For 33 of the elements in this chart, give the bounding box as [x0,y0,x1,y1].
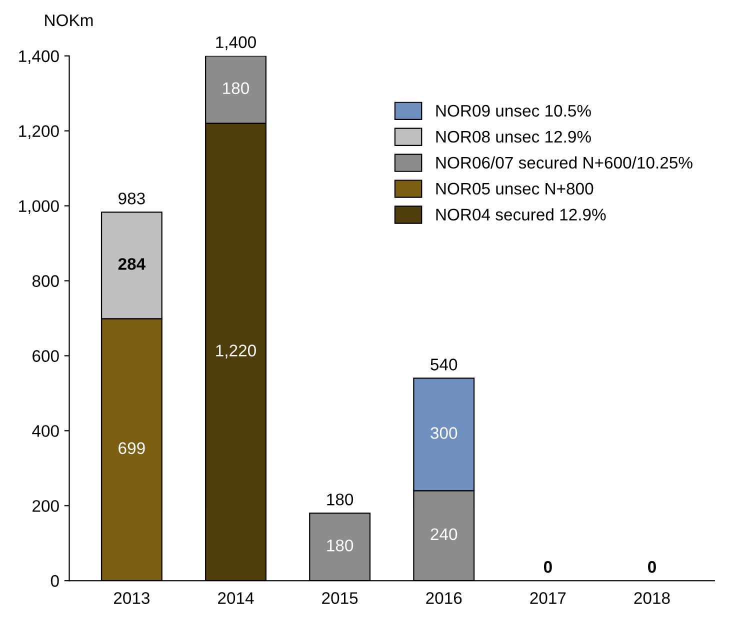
total-label: 180 [327,494,354,506]
y-tick-label: 1,200 [19,125,59,140]
data-label: 180 [327,540,354,552]
x-tick-label: 2017 [530,592,566,604]
total-label: 1,400 [216,36,256,50]
y-tick-label: 600 [32,350,59,362]
legend-label: NOR09 unsec 10.5% [436,104,591,117]
data-label: 1,220 [216,344,256,358]
legend-label: NOR06/07 secured N+600/10.25% [436,156,692,169]
x-tick-label: 2014 [218,592,254,604]
legend-label: NOR05 unsec N+800 [436,182,594,195]
x-tick-label: 2013 [114,592,150,604]
data-label: 180 [223,82,249,94]
y-tick-label: 200 [32,500,59,512]
text: 0 [544,561,552,573]
y-tick-label: 1,400 [19,50,59,64]
y-tick-label: 400 [32,425,59,437]
data-label: 300 [430,427,458,439]
x-tick-label: 2015 [322,592,358,604]
data-label: 699 [118,442,145,454]
data-label: 284 [118,258,146,270]
x-tick-label: 2018 [634,592,670,604]
legend-label: NOR04 secured 12.9% [436,208,606,221]
y-tick-label: 1,000 [19,200,59,214]
legend-label: NOR08 unsec 12.9% [436,130,591,143]
total-label: 540 [430,358,458,370]
y-tick-label: 800 [32,275,59,287]
data-label: 240 [430,528,458,540]
y-tick-label: 0 [50,575,59,587]
y-axis-title: NOKm [45,14,93,26]
x-tick-label: 2016 [426,592,462,604]
text: 0 [648,561,656,573]
total-label: 983 [118,192,145,204]
